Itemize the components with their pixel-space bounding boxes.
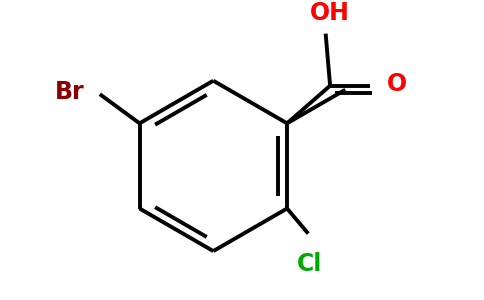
Text: O: O: [387, 72, 407, 96]
Text: Cl: Cl: [297, 251, 323, 275]
Text: Br: Br: [55, 80, 85, 104]
Text: OH: OH: [310, 1, 350, 25]
